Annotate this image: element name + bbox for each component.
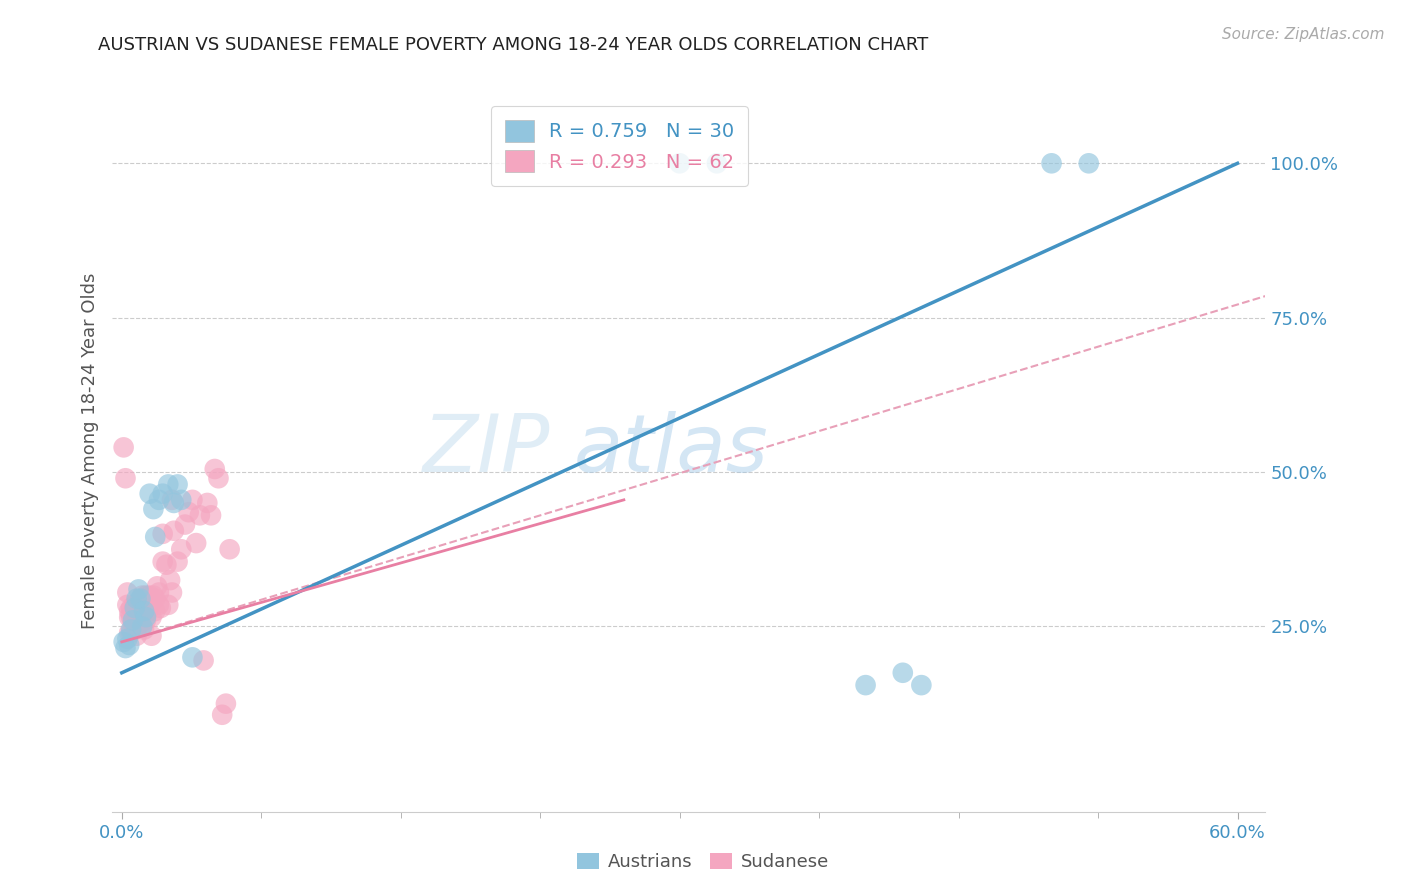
Point [118,638,141,652]
Point [125,601,148,615]
Legend: Austrians, Sudanese: Austrians, Sudanese [569,846,837,879]
Point [118,610,141,624]
Point [910,678,932,692]
Point [112,635,135,649]
Point [155,558,177,572]
Point [138,598,160,612]
Point [143,530,166,544]
Point [132,604,155,618]
Point [132,623,155,637]
Point [152,555,174,569]
Point [135,589,157,603]
Point [142,589,165,603]
Point [129,616,152,631]
Point [117,585,139,599]
Point [120,601,142,615]
Point [138,589,160,603]
Point [166,477,188,491]
Point [125,629,148,643]
Point [170,492,193,507]
Point [146,579,169,593]
Point [170,542,193,557]
Point [135,613,157,627]
Point [160,585,183,599]
Point [120,623,142,637]
Point [122,604,145,618]
Point [131,589,153,603]
Point [117,632,139,646]
Point [215,697,238,711]
Point [148,585,170,599]
Point [211,707,233,722]
Point [141,629,163,643]
Point [125,610,148,624]
Point [114,641,136,656]
Point [218,542,240,557]
Point [855,678,877,692]
Point [132,598,155,612]
Point [131,607,153,621]
Point [181,492,204,507]
Point [163,524,186,538]
Text: AUSTRIAN VS SUDANESE FEMALE POVERTY AMONG 18-24 YEAR OLDS CORRELATION CHART: AUSTRIAN VS SUDANESE FEMALE POVERTY AMON… [98,36,929,54]
Point [891,665,914,680]
Point [118,625,141,640]
Point [207,471,229,485]
Text: ZIP: ZIP [423,411,551,490]
Point [114,471,136,485]
Point [124,601,146,615]
Point [195,496,218,510]
Point [174,517,197,532]
Text: atlas: atlas [574,411,769,490]
Point [148,598,170,612]
Point [117,598,139,612]
Point [181,650,204,665]
Point [128,616,150,631]
Point [163,496,186,510]
Point [152,486,174,500]
Point [706,156,728,170]
Point [193,653,215,667]
Point [148,492,170,507]
Point [122,613,145,627]
Point [177,505,200,519]
Point [186,536,208,550]
Point [159,573,181,587]
Point [125,591,148,606]
Point [128,582,150,597]
Point [141,610,163,624]
Point [131,619,153,633]
Point [157,598,180,612]
Point [143,591,166,606]
Y-axis label: Female Poverty Among 18-24 Year Olds: Female Poverty Among 18-24 Year Olds [80,272,98,629]
Point [136,604,159,618]
Point [112,441,135,455]
Point [129,604,152,618]
Point [120,610,142,624]
Point [128,598,150,612]
Point [138,486,160,500]
Point [668,156,690,170]
Point [124,613,146,627]
Point [166,555,188,569]
Point [143,604,166,618]
Point [129,591,152,606]
Point [160,492,183,507]
Text: Source: ZipAtlas.com: Source: ZipAtlas.com [1222,27,1385,42]
Point [1040,156,1063,170]
Point [152,526,174,541]
Point [157,477,180,491]
Point [118,604,141,618]
Point [1077,156,1099,170]
Point [188,508,211,523]
Point [204,462,226,476]
Point [142,502,165,516]
Point [124,598,146,612]
Point [120,625,142,640]
Point [135,610,157,624]
Point [200,508,222,523]
Point [149,601,172,615]
Legend: R = 0.759   N = 30, R = 0.293   N = 62: R = 0.759 N = 30, R = 0.293 N = 62 [491,106,748,186]
Point [122,616,145,631]
